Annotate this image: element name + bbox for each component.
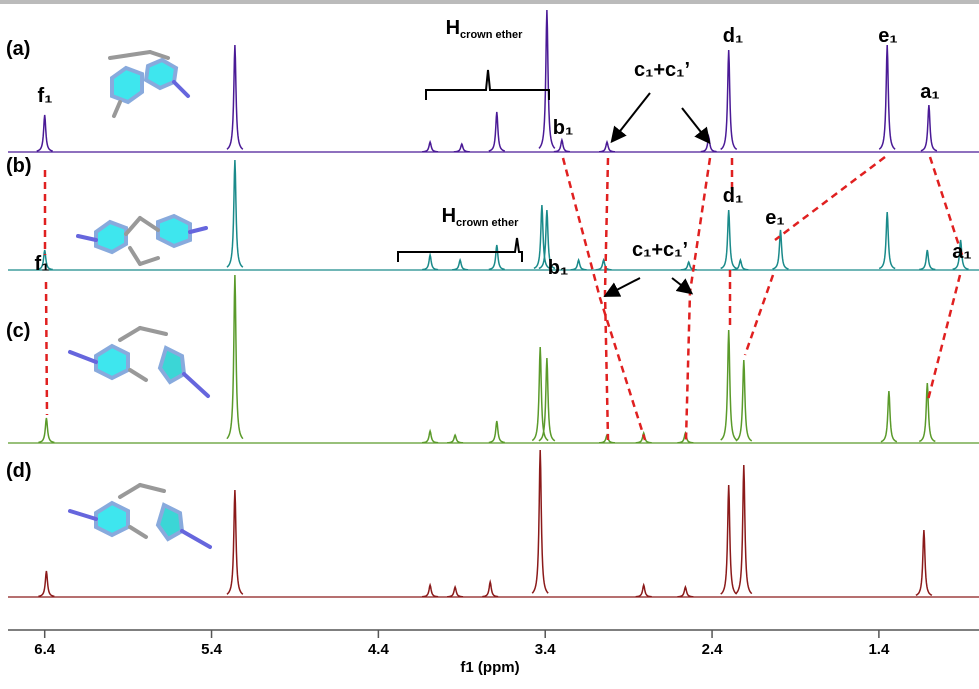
peak xyxy=(735,464,753,595)
peak xyxy=(538,357,556,442)
peak xyxy=(531,449,549,594)
peak xyxy=(720,209,738,270)
peak xyxy=(952,239,969,270)
panel-label: (d) xyxy=(6,460,32,482)
label-text: H xyxy=(442,205,456,227)
peak xyxy=(570,257,587,271)
peak-label: a₁ xyxy=(920,81,939,103)
peak xyxy=(538,209,556,270)
peak-label: a₁ xyxy=(952,241,971,263)
spectra xyxy=(8,9,979,598)
peak xyxy=(700,134,717,153)
peak xyxy=(36,114,53,152)
peak xyxy=(720,49,738,150)
peak xyxy=(421,428,439,444)
peak xyxy=(880,390,898,443)
label-text: d₁ xyxy=(723,25,744,47)
peak xyxy=(447,584,464,598)
brackets xyxy=(397,69,711,297)
peak xyxy=(720,484,738,595)
label-text: f₁ xyxy=(35,253,50,275)
label-text: e₁ xyxy=(765,207,784,229)
shift-guides xyxy=(43,156,964,441)
top-rule xyxy=(0,0,979,4)
x-tick-label: 6.4 xyxy=(34,641,56,658)
peak xyxy=(226,44,244,150)
x-axis-label: f1 (ppm) xyxy=(460,659,519,676)
peak-label: c₁+c₁’ xyxy=(634,59,690,81)
label-text: a₁ xyxy=(952,241,971,263)
peak xyxy=(226,159,244,268)
peak-label: Hcrown ether xyxy=(442,205,520,229)
label-text: e₁ xyxy=(878,25,897,47)
label-text: H xyxy=(446,17,460,39)
label-text: a₁ xyxy=(920,81,939,103)
molecule-icons xyxy=(68,50,212,549)
label-text: c₁+c₁’ xyxy=(634,59,690,81)
peak-label: e₁ xyxy=(878,25,897,47)
peak xyxy=(531,346,549,442)
peak xyxy=(772,229,789,270)
peak xyxy=(635,430,652,444)
peak xyxy=(720,329,738,441)
peak-label: d₁ xyxy=(723,185,744,207)
panel-label: (b) xyxy=(6,155,32,177)
peak xyxy=(595,257,612,271)
peak xyxy=(447,433,464,444)
peak xyxy=(36,249,53,271)
x-tick-label: 2.4 xyxy=(702,641,724,658)
peak-label: b₁ xyxy=(548,257,569,279)
x-tick-label: 5.4 xyxy=(201,641,223,658)
panel-label: (c) xyxy=(6,320,30,342)
peak xyxy=(919,249,936,271)
label-text: b₁ xyxy=(548,257,569,279)
peak xyxy=(878,44,896,150)
x-tick-label: 3.4 xyxy=(535,641,557,658)
label-text: b₁ xyxy=(553,117,574,139)
peak xyxy=(677,584,694,598)
peak xyxy=(732,257,749,271)
peak xyxy=(422,139,439,153)
peak xyxy=(878,211,896,270)
label-text: f₁ xyxy=(38,85,53,107)
peak xyxy=(735,359,753,442)
peak xyxy=(453,142,470,153)
x-tick-label: 1.4 xyxy=(868,641,890,658)
peak-label: e₁ xyxy=(765,207,784,229)
peak xyxy=(452,257,469,271)
peak-label: c₁+c₁’ xyxy=(632,239,688,261)
peak xyxy=(488,111,506,152)
x-tick-label: 4.4 xyxy=(368,641,390,658)
peak xyxy=(920,104,938,152)
peak xyxy=(488,420,505,444)
peak xyxy=(38,570,55,598)
peak xyxy=(226,489,244,595)
label-subscript: crown ether xyxy=(460,29,523,41)
peak xyxy=(915,529,933,596)
peak-label: f₁ xyxy=(35,253,50,275)
peak xyxy=(488,244,505,271)
peak-label: f₁ xyxy=(38,85,53,107)
peak xyxy=(533,204,551,269)
peak xyxy=(553,137,571,153)
peak-label: d₁ xyxy=(723,25,744,47)
label-text: c₁+c₁’ xyxy=(632,239,688,261)
peak xyxy=(38,417,55,444)
peak xyxy=(599,139,615,153)
label-text: d₁ xyxy=(723,185,744,207)
peak xyxy=(538,9,556,149)
peak xyxy=(422,252,439,271)
peak xyxy=(918,382,936,443)
peak xyxy=(421,582,439,598)
peak-label: b₁ xyxy=(553,117,574,139)
peak xyxy=(635,582,652,598)
peak xyxy=(482,579,499,598)
label-subscript: crown ether xyxy=(456,217,519,229)
peak-label: Hcrown ether xyxy=(446,17,524,41)
peak xyxy=(226,274,244,440)
panel-label: (a) xyxy=(6,38,30,60)
